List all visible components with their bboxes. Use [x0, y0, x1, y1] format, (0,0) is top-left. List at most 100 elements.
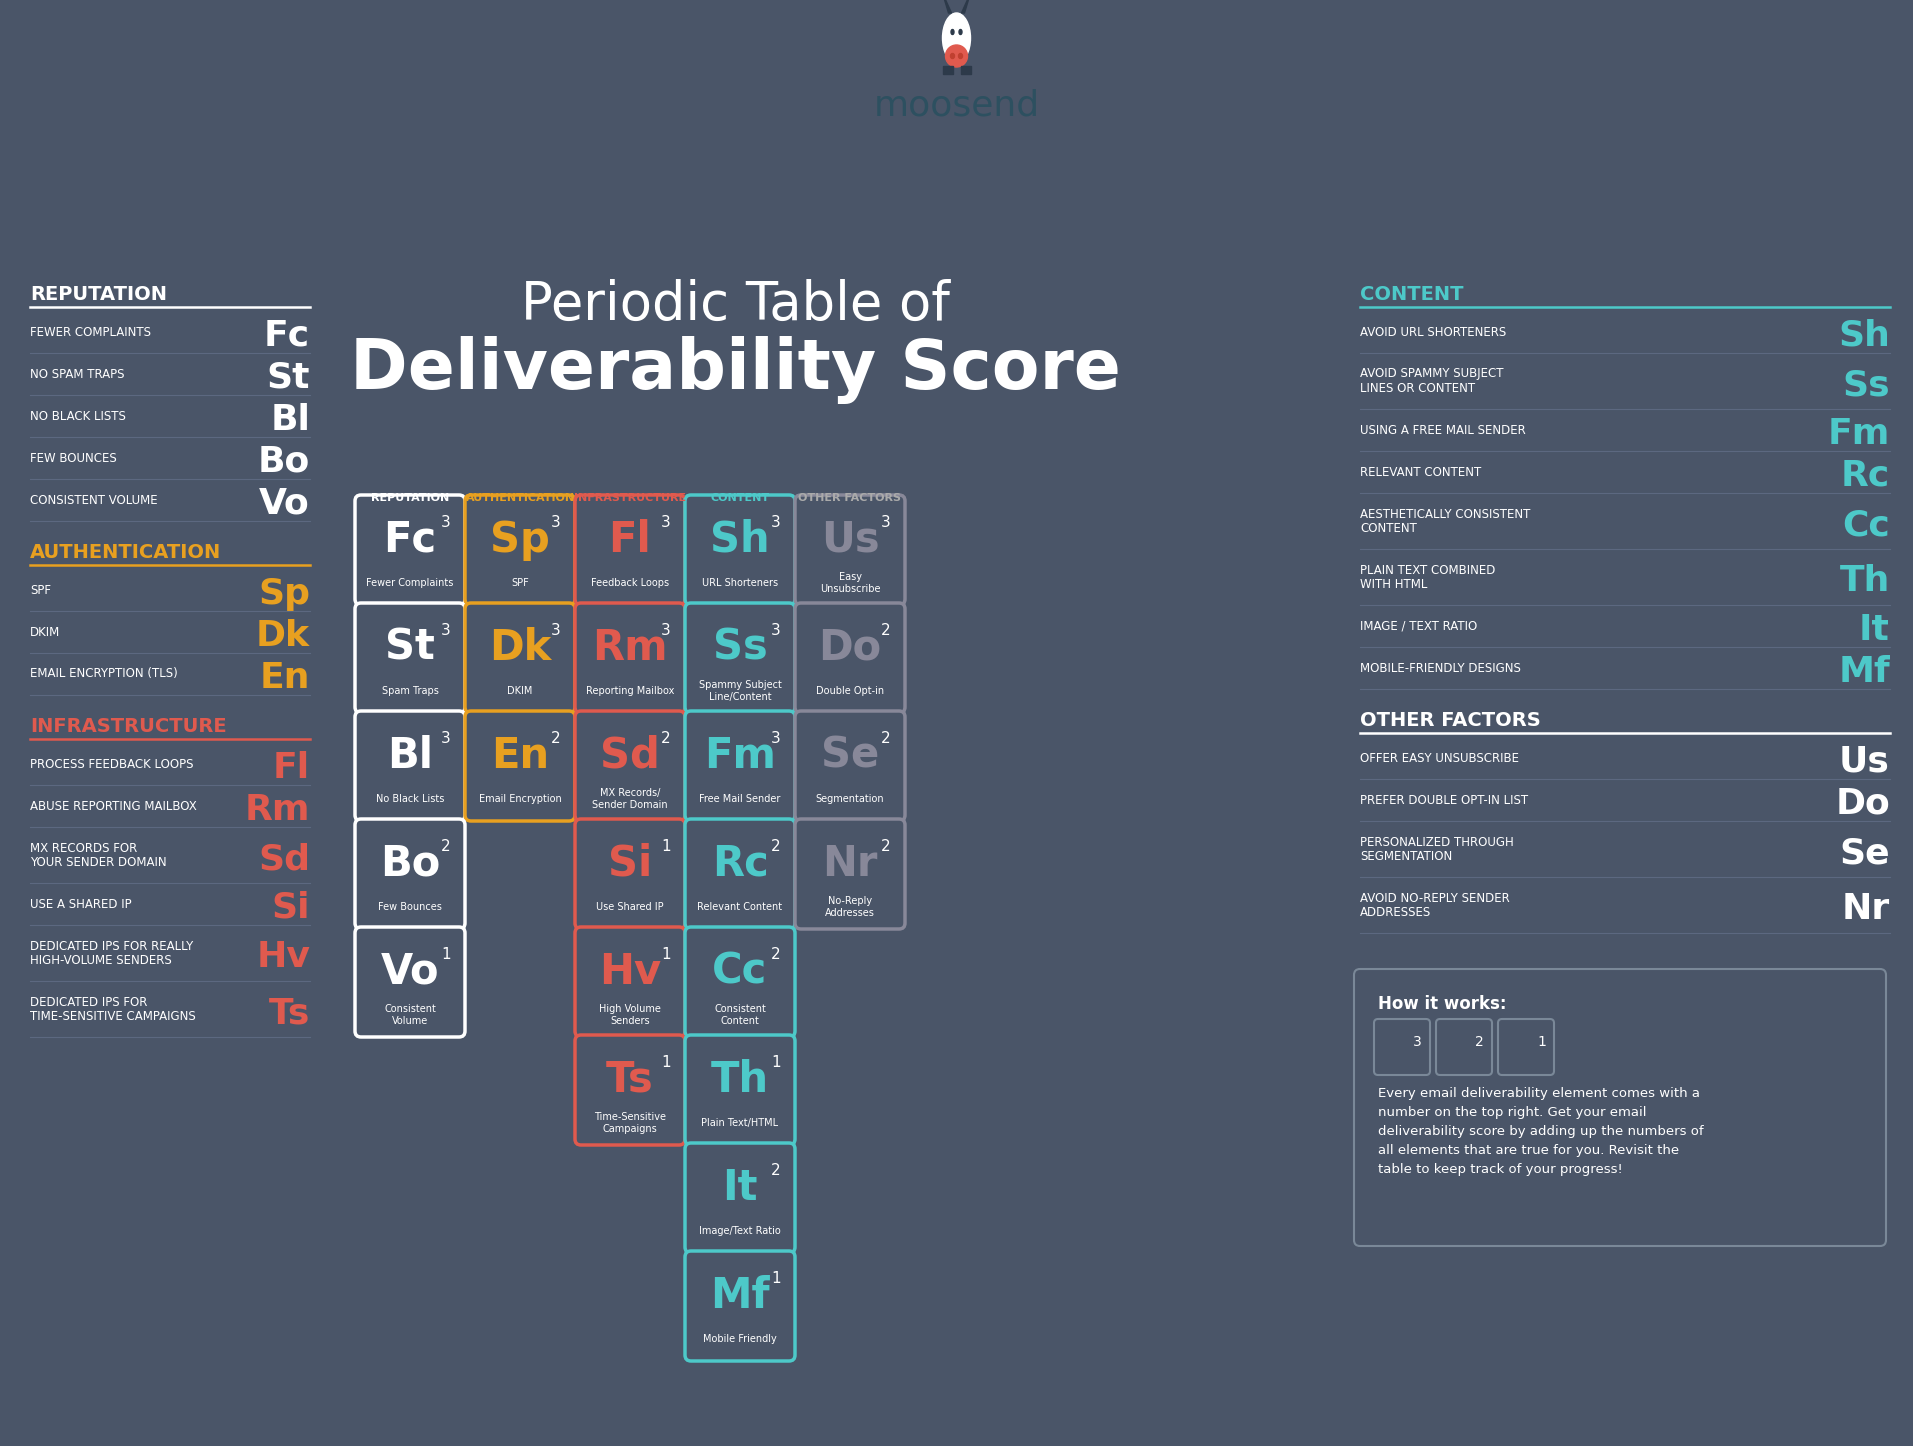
Text: AVOID SPAMMY SUBJECT: AVOID SPAMMY SUBJECT [1360, 367, 1504, 380]
Text: AVOID URL SHORTENERS: AVOID URL SHORTENERS [1360, 325, 1506, 338]
Text: DKIM: DKIM [31, 626, 59, 639]
Text: Mf: Mf [710, 1275, 769, 1317]
Text: No Black Lists: No Black Lists [375, 794, 444, 804]
Text: No-Reply
Addresses: No-Reply Addresses [825, 897, 874, 918]
Text: Bl: Bl [270, 403, 310, 437]
Text: LINES OR CONTENT: LINES OR CONTENT [1360, 382, 1475, 395]
Text: Cc: Cc [712, 951, 767, 993]
FancyBboxPatch shape [796, 495, 905, 604]
Text: Periodic Table of: Periodic Table of [520, 279, 949, 331]
Text: Nr: Nr [1842, 892, 1890, 925]
Text: MX Records/
Sender Domain: MX Records/ Sender Domain [593, 788, 668, 810]
Text: 3: 3 [442, 515, 451, 531]
Text: Us: Us [821, 519, 880, 561]
Text: 3: 3 [1414, 1035, 1421, 1048]
Text: Fewer Complaints: Fewer Complaints [365, 578, 453, 589]
Text: Mobile Friendly: Mobile Friendly [704, 1335, 777, 1343]
FancyBboxPatch shape [796, 711, 905, 821]
Text: 3: 3 [771, 623, 781, 638]
Text: 3: 3 [882, 515, 891, 531]
Text: Do: Do [1835, 787, 1890, 821]
Bar [943, 67, 953, 74]
Text: FEW BOUNCES: FEW BOUNCES [31, 451, 117, 464]
Text: Consistent
Content: Consistent Content [714, 1004, 765, 1025]
Text: 3: 3 [662, 515, 671, 531]
Text: 2: 2 [662, 732, 671, 746]
Text: SPF: SPF [31, 584, 52, 597]
Text: MOBILE-FRIENDLY DESIGNS: MOBILE-FRIENDLY DESIGNS [1360, 661, 1521, 674]
FancyBboxPatch shape [356, 711, 465, 821]
Text: 1: 1 [771, 1271, 781, 1285]
Text: Us: Us [1838, 745, 1890, 779]
Text: Se: Se [1840, 836, 1890, 870]
Text: DKIM: DKIM [507, 685, 532, 696]
Text: Fc: Fc [264, 320, 310, 353]
Text: St: St [266, 362, 310, 395]
Text: AVOID NO-REPLY SENDER: AVOID NO-REPLY SENDER [1360, 892, 1509, 905]
Text: WITH HTML: WITH HTML [1360, 577, 1427, 590]
Text: It: It [723, 1167, 758, 1209]
FancyBboxPatch shape [685, 927, 796, 1037]
Text: DEDICATED IPS FOR: DEDICATED IPS FOR [31, 995, 147, 1008]
Text: Email Encryption: Email Encryption [478, 794, 561, 804]
Text: 2: 2 [882, 732, 891, 746]
Text: 2: 2 [771, 1163, 781, 1178]
Text: Spammy Subject
Line/Content: Spammy Subject Line/Content [698, 680, 781, 701]
FancyBboxPatch shape [465, 495, 576, 604]
Text: EMAIL ENCRYPTION (TLS): EMAIL ENCRYPTION (TLS) [31, 668, 178, 681]
FancyBboxPatch shape [356, 927, 465, 1037]
Text: TIME-SENSITIVE CAMPAIGNS: TIME-SENSITIVE CAMPAIGNS [31, 1009, 195, 1022]
Text: Fl: Fl [608, 519, 650, 561]
Text: Fm: Fm [1827, 416, 1890, 451]
Text: PERSONALIZED THROUGH: PERSONALIZED THROUGH [1360, 836, 1513, 849]
FancyBboxPatch shape [1498, 1019, 1553, 1074]
Text: Use Shared IP: Use Shared IP [597, 902, 664, 912]
Text: Do: Do [819, 628, 882, 669]
Text: Nr: Nr [823, 843, 878, 885]
Text: Si: Si [608, 843, 652, 885]
Text: St: St [385, 628, 434, 669]
FancyBboxPatch shape [1437, 1019, 1492, 1074]
Text: Sh: Sh [1838, 320, 1890, 353]
Text: ADDRESSES: ADDRESSES [1360, 905, 1431, 918]
Text: Fm: Fm [704, 735, 777, 777]
Text: Se: Se [821, 735, 880, 777]
Text: Rm: Rm [593, 628, 668, 669]
Text: IMAGE / TEXT RATIO: IMAGE / TEXT RATIO [1360, 619, 1477, 632]
Text: 2: 2 [442, 839, 451, 855]
FancyBboxPatch shape [685, 495, 796, 604]
Text: Cc: Cc [1842, 508, 1890, 542]
Text: Ss: Ss [1842, 367, 1890, 402]
Bar [960, 67, 970, 74]
Text: 3: 3 [551, 623, 561, 638]
Text: High Volume
Senders: High Volume Senders [599, 1004, 660, 1025]
Text: AESTHETICALLY CONSISTENT: AESTHETICALLY CONSISTENT [1360, 508, 1530, 521]
Text: REPUTATION: REPUTATION [371, 493, 450, 503]
Text: Bo: Bo [258, 445, 310, 479]
FancyBboxPatch shape [356, 603, 465, 713]
Text: Segmentation: Segmentation [815, 794, 884, 804]
Text: 3: 3 [442, 732, 451, 746]
Text: Bl: Bl [386, 735, 432, 777]
Text: Sp: Sp [258, 577, 310, 612]
Text: OTHER FACTORS: OTHER FACTORS [798, 493, 901, 503]
Text: 1: 1 [1538, 1035, 1546, 1048]
FancyBboxPatch shape [685, 1035, 796, 1145]
Text: FEWER COMPLAINTS: FEWER COMPLAINTS [31, 325, 151, 338]
Text: ABUSE REPORTING MAILBOX: ABUSE REPORTING MAILBOX [31, 800, 197, 813]
Polygon shape [962, 0, 970, 13]
FancyBboxPatch shape [685, 1251, 796, 1361]
Text: Reporting Mailbox: Reporting Mailbox [585, 685, 673, 696]
Text: Every email deliverability element comes with a
number on the top right. Get you: Every email deliverability element comes… [1377, 1087, 1704, 1176]
Text: INFRASTRUCTURE: INFRASTRUCTURE [31, 717, 226, 736]
Text: Mf: Mf [1838, 655, 1890, 688]
FancyBboxPatch shape [1354, 969, 1886, 1246]
Text: Time-Sensitive
Campaigns: Time-Sensitive Campaigns [595, 1112, 666, 1134]
Text: Free Mail Sender: Free Mail Sender [700, 794, 781, 804]
FancyBboxPatch shape [576, 1035, 685, 1145]
Text: Easy
Unsubscribe: Easy Unsubscribe [821, 573, 880, 594]
FancyBboxPatch shape [356, 495, 465, 604]
Text: AUTHENTICATION: AUTHENTICATION [465, 493, 574, 503]
Text: 1: 1 [771, 1056, 781, 1070]
Text: Sh: Sh [710, 519, 769, 561]
